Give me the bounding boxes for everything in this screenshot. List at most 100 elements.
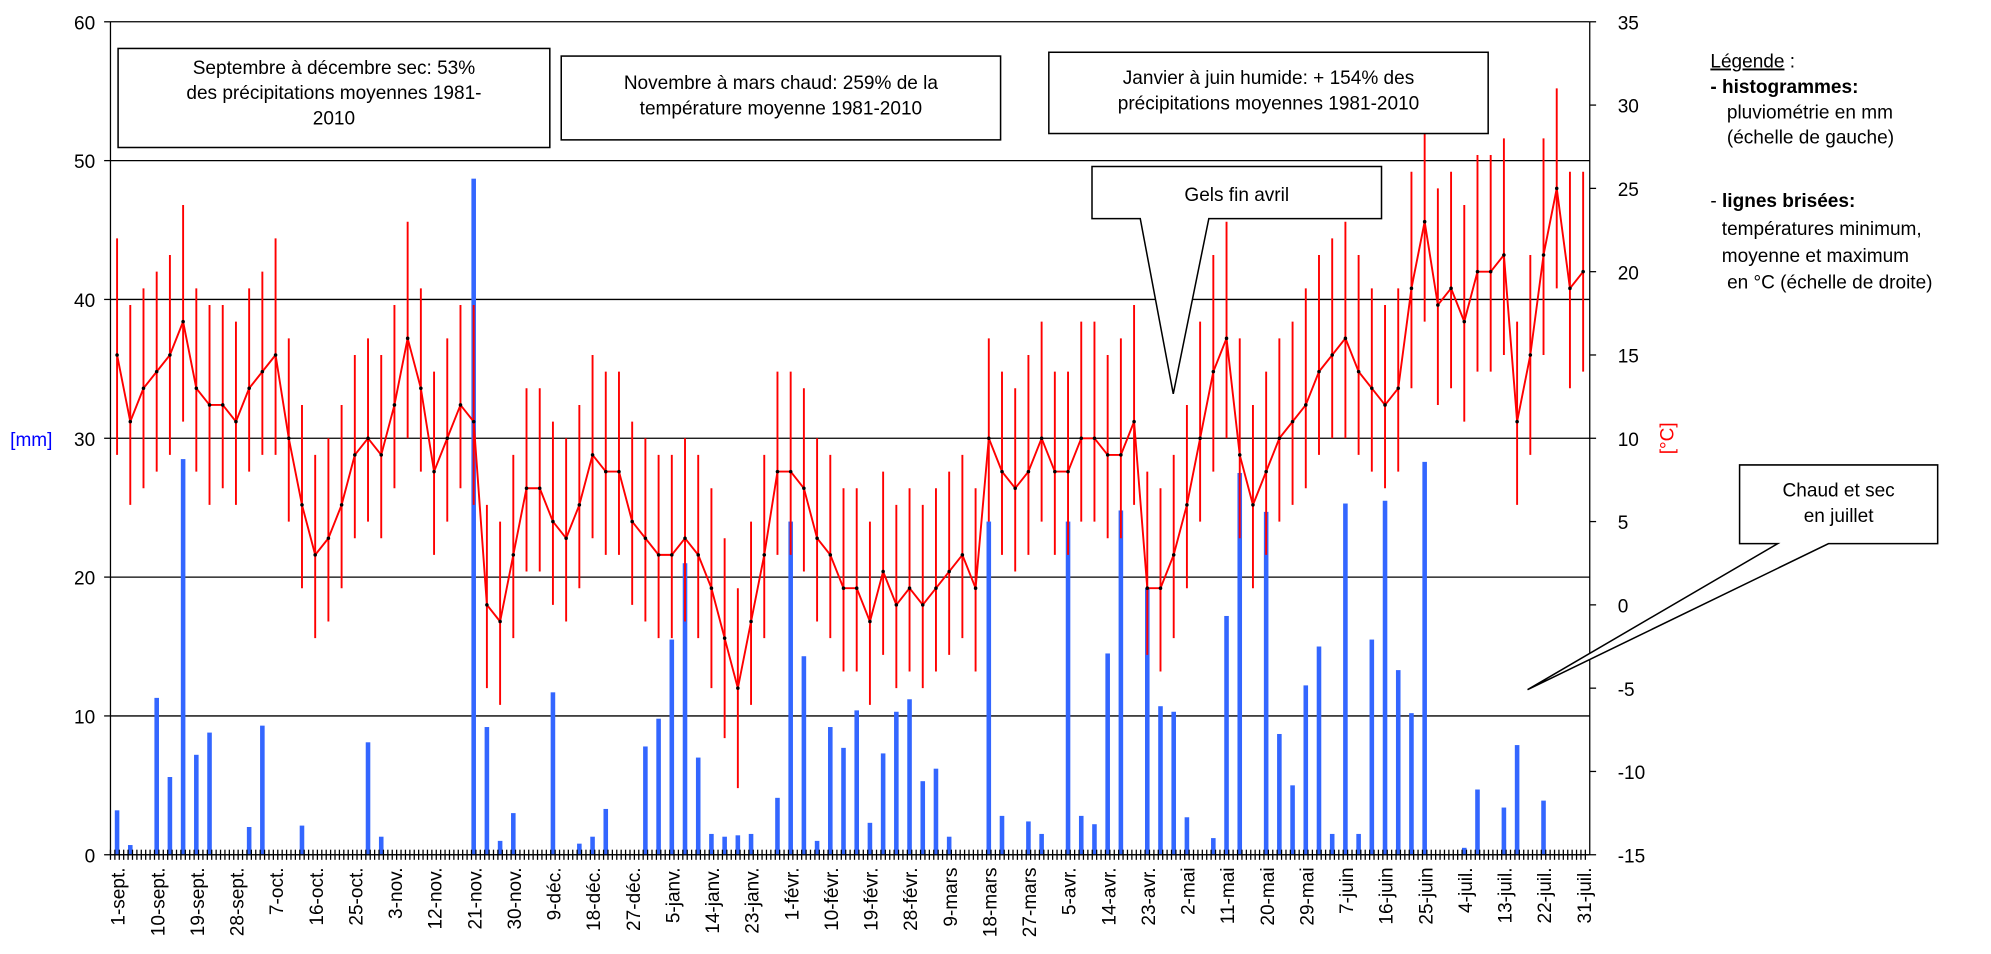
x-tick-label: 14-janv. — [703, 867, 724, 933]
x-tick-label: 27-mars — [1020, 867, 1041, 937]
bar — [656, 718, 661, 855]
mean-point — [353, 453, 357, 457]
bar — [920, 781, 926, 855]
y2-tick-label: 15 — [1618, 347, 1639, 368]
mean-point — [1541, 253, 1546, 257]
x-tick-label: 18-déc. — [584, 867, 605, 930]
annotation-text: des précipitations moyennes 1981- — [186, 83, 481, 104]
bar — [1171, 711, 1176, 855]
x-tick-label: 23-avr. — [1139, 867, 1160, 925]
mean-point — [696, 553, 700, 557]
mean-point — [471, 419, 476, 424]
bar — [1065, 521, 1071, 855]
callout-box — [1091, 165, 1383, 394]
mean-point — [128, 419, 133, 424]
mean-point — [1132, 419, 1136, 424]
mean-point — [1343, 336, 1348, 341]
annotation-text: Novembre à mars chaud: 259% de la — [624, 73, 939, 94]
x-tick-label: 10-févr. — [822, 867, 843, 930]
bar — [1343, 503, 1348, 855]
mean-point — [273, 353, 278, 357]
callout-box — [1527, 464, 1939, 691]
mean-point — [1013, 486, 1017, 491]
legend-item: - lignes brisées: — [1710, 191, 1855, 212]
bar — [590, 836, 595, 855]
mean-point — [485, 603, 489, 607]
legend-line: en °C (échelle de droite) — [1722, 272, 1933, 293]
annotation-text: Gels fin avril — [1184, 185, 1289, 206]
bar — [788, 521, 793, 855]
bar — [194, 754, 199, 855]
bar — [1316, 646, 1322, 855]
mean-point — [1145, 586, 1150, 590]
mean-point — [577, 503, 582, 507]
x-tick-label: 3-nov. — [386, 867, 407, 918]
y2-tick-label: 20 — [1618, 263, 1639, 284]
mean-point — [1396, 386, 1401, 391]
x-tick-label: 12-nov. — [426, 867, 447, 929]
mean-point — [115, 353, 119, 357]
x-tick-label: 16-juin — [1377, 867, 1398, 924]
annotation-box — [117, 47, 551, 149]
annotation-text: précipitations moyennes 1981-2010 — [1118, 93, 1420, 114]
mean-point — [313, 553, 317, 557]
bar — [1514, 745, 1520, 855]
mean-point — [1053, 469, 1057, 474]
legend: Légende : - histogrammes: pluviométrie e… — [1710, 51, 1932, 293]
mean-point — [207, 403, 212, 407]
mean-point — [670, 553, 674, 557]
legend-line: pluviométrie en mm — [1727, 102, 1893, 123]
x-tick-label: 19-sept. — [188, 867, 209, 936]
bar — [1395, 670, 1401, 855]
legend-dash: - — [1710, 191, 1722, 212]
bar — [299, 825, 305, 855]
y2-tick-label: -5 — [1618, 680, 1635, 701]
mean-point — [168, 353, 172, 357]
bar — [1409, 713, 1414, 855]
bar — [1145, 588, 1150, 855]
bar — [167, 777, 173, 855]
y2-tick-label: 5 — [1618, 513, 1629, 534]
x-tick-label: 28-févr. — [901, 867, 922, 930]
bar — [1105, 653, 1110, 855]
mean-point — [1000, 469, 1004, 474]
mean-point — [300, 503, 304, 507]
mean-point — [419, 386, 423, 391]
bar — [550, 692, 556, 855]
bar — [1118, 510, 1124, 855]
x-tick-label: 19-févr. — [862, 867, 883, 930]
mean-point — [854, 586, 859, 590]
mean-point — [1092, 436, 1097, 441]
bar — [246, 826, 252, 855]
mean-point — [141, 386, 146, 391]
mean-point — [1264, 469, 1268, 474]
mean-point — [828, 553, 833, 557]
bar — [1329, 833, 1335, 855]
legend-item: - histogrammes: — [1710, 77, 1858, 98]
bar — [1541, 800, 1546, 855]
bar — [207, 732, 212, 855]
y2-tick-label: 35 — [1618, 13, 1639, 34]
x-tick-label: 18-mars — [980, 867, 1001, 937]
mean-point — [1370, 386, 1374, 391]
mean-point — [1079, 436, 1084, 441]
x-tick-label: 9-déc. — [545, 867, 566, 920]
bar — [1224, 615, 1229, 855]
legend-line: (échelle de gauche) — [1727, 128, 1894, 149]
bar — [682, 563, 688, 855]
bar — [1184, 817, 1190, 855]
annotation-text: Janvier à juin humide: + 154% des — [1123, 68, 1414, 89]
bar — [709, 833, 714, 855]
bar — [1039, 833, 1044, 855]
mean-point — [947, 569, 951, 574]
mean-point — [260, 369, 265, 374]
mean-point — [1304, 403, 1308, 407]
mean-point — [709, 586, 714, 590]
bar — [1277, 733, 1282, 855]
mean-point — [1515, 419, 1519, 424]
bar — [946, 836, 952, 855]
bar — [511, 813, 516, 855]
bar — [484, 727, 490, 855]
mean-point — [1039, 436, 1044, 441]
mean-point — [1475, 269, 1480, 274]
